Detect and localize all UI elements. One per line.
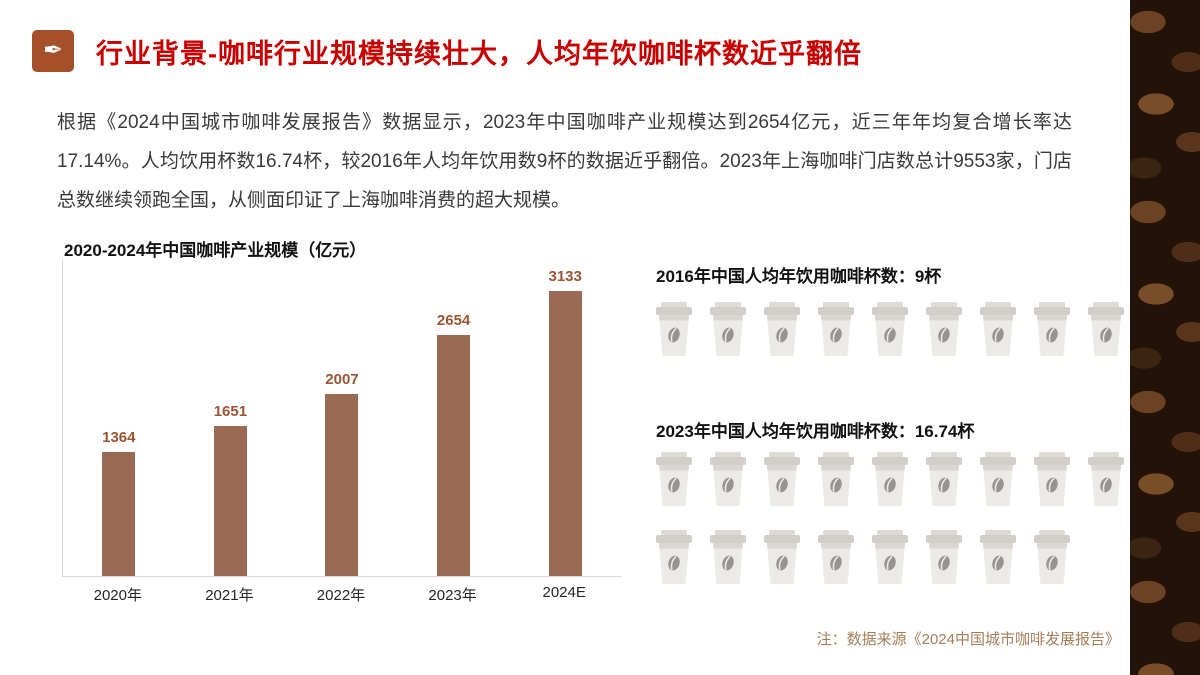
cups-header-2023: 2023年中国人均年饮用咖啡杯数：16.74杯 [656,422,975,441]
bar-x-label: 2022年 [316,587,366,604]
coffee-cup-icon [814,530,858,584]
coffee-cup-icon [706,452,750,506]
bar-column: 2654 [437,312,470,576]
coffee-cup-icon [760,530,804,584]
bar-column: 1364 [102,429,135,576]
slide-content: ✒ 行业背景-咖啡行业规模持续壮大，人均年饮咖啡杯数近乎翻倍 根据《2024中国… [32,30,1128,648]
slide-header: ✒ 行业背景-咖啡行业规模持续壮大，人均年饮咖啡杯数近乎翻倍 [32,30,862,72]
cup-row [652,302,1128,356]
coffee-beans-photo-strip [1130,0,1200,675]
coffee-cup-icon [868,302,912,356]
coffee-cup-icon [814,452,858,506]
bar [102,452,136,576]
coffee-cup-icon [976,452,1020,506]
coffee-cup-icon [652,452,696,506]
bar-column: 1651 [214,403,247,576]
chart-title: 2020-2024年中国咖啡产业规模（亿元） [64,241,367,260]
coffee-cup-icon [814,302,858,356]
coffee-cup-icon [1030,302,1074,356]
coffee-cup-icon [976,302,1020,356]
coffee-cup-icon [868,530,912,584]
coffee-cup-icon [1030,530,1074,584]
pen-icon-glyph: ✒ [42,37,64,64]
bar-value-label: 3133 [548,268,582,285]
coffee-cup-icon [922,530,966,584]
bar-chart-xlabels: 2020年 2021年 2022年 2023年 2024E [62,584,620,605]
coffee-cup-icon [706,530,750,584]
bar-x-label: 2021年 [205,587,254,604]
bar-value-label: 2007 [325,371,359,388]
coffee-cup-icon [922,452,966,506]
page-title: 行业背景-咖啡行业规模持续壮大，人均年饮咖啡杯数近乎翻倍 [96,38,862,69]
bar [325,394,359,576]
bar-column: 3133 [548,268,582,576]
cups-2016 [652,302,1128,356]
body-paragraph: 根据《2024中国城市咖啡发展报告》数据显示，2023年中国咖啡产业规模达到26… [57,112,1072,211]
bar [548,291,582,576]
coffee-cup-icon [652,302,696,356]
bar-x-label: 2023年 [428,587,477,604]
bar-value-label: 1651 [213,403,248,420]
coffee-cup-icon [760,302,804,356]
source-note: 注：数据来源《2024中国城市咖啡发展报告》 [816,631,1120,648]
bar-x-label: 2020年 [93,587,142,604]
coffee-cup-icon [652,530,696,584]
coffee-cup-icon [922,302,966,356]
cup-row [652,452,1128,506]
bar-value-label: 1364 [102,429,136,446]
coffee-cup-icon [976,530,1020,584]
coffee-cup-icon [1084,302,1128,356]
bar-x-label: 2024E [542,584,586,601]
cups-2023 [652,452,1128,584]
cups-header-2016: 2016年中国人均年饮用咖啡杯数：9杯 [656,267,942,286]
bar-value-label: 2654 [436,312,471,329]
coffee-cup-icon [706,302,750,356]
bar-chart-plot: 1364 1651 2007 2654 3133 [62,258,621,577]
cup-row [652,530,1128,584]
coffee-cup-icon [1030,452,1074,506]
bar [437,335,471,576]
coffee-cup-icon [760,452,804,506]
pen-icon: ✒ [32,30,74,72]
coffee-cup-icon [1084,452,1128,506]
coffee-cup-icon [868,452,912,506]
bar-column: 2007 [325,371,359,576]
bar [213,426,247,576]
